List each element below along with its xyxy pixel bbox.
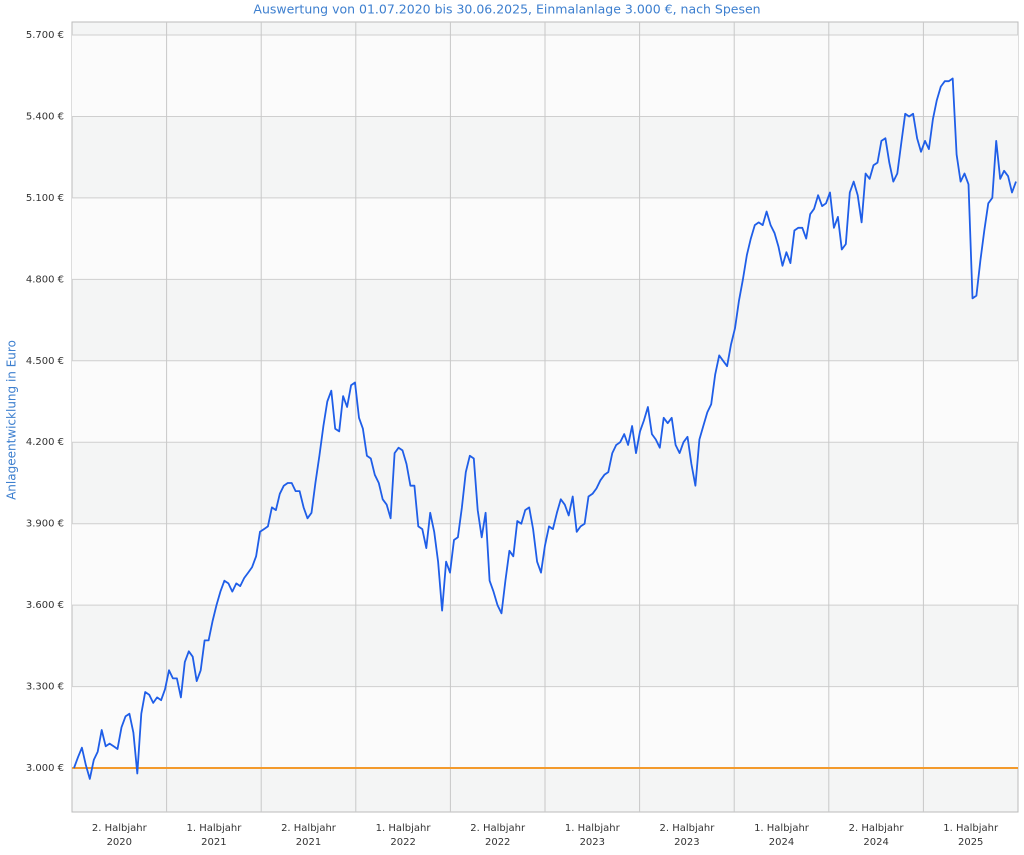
y-tick-label: 3.000 €	[26, 763, 64, 774]
x-tick-label: 1. Halbjahr	[186, 823, 242, 834]
x-tick-label: 2. Halbjahr	[470, 823, 526, 834]
x-tick-label: 2. Halbjahr	[281, 823, 337, 834]
x-tick-year: 2024	[863, 837, 888, 848]
x-tick-label: 1. Halbjahr	[754, 823, 810, 834]
chart-title: Auswertung von 01.07.2020 bis 30.06.2025…	[253, 2, 760, 17]
x-tick-label: 1. Halbjahr	[943, 823, 999, 834]
y-tick-label: 3.900 €	[26, 519, 64, 530]
y-tick-label: 3.300 €	[26, 682, 64, 693]
x-tick-label: 2. Halbjahr	[849, 823, 905, 834]
x-tick-label: 1. Halbjahr	[565, 823, 621, 834]
y-tick-label: 5.100 €	[26, 193, 64, 204]
y-tick-label: 4.200 €	[26, 437, 64, 448]
y-tick-label: 4.800 €	[26, 274, 64, 285]
x-tick-year: 2023	[580, 837, 605, 848]
x-tick-label: 1. Halbjahr	[376, 823, 432, 834]
x-tick-year: 2022	[390, 837, 415, 848]
x-tick-year: 2020	[107, 837, 132, 848]
y-tick-label: 3.600 €	[26, 600, 64, 611]
x-tick-label: 2. Halbjahr	[659, 823, 715, 834]
x-tick-year: 2024	[769, 837, 794, 848]
x-tick-year: 2021	[201, 837, 226, 848]
y-tick-label: 5.400 €	[26, 111, 64, 122]
x-tick-label: 2. Halbjahr	[92, 823, 148, 834]
series-line	[73, 77, 1017, 780]
x-tick-year: 2021	[296, 837, 321, 848]
x-tick-year: 2022	[485, 837, 510, 848]
y-axis-label: Anlageentwicklung in Euro	[5, 340, 19, 500]
y-tick-label: 4.500 €	[26, 356, 64, 367]
x-tick-year: 2025	[958, 837, 983, 848]
x-tick-year: 2023	[674, 837, 699, 848]
y-tick-label: 5.700 €	[26, 30, 64, 41]
